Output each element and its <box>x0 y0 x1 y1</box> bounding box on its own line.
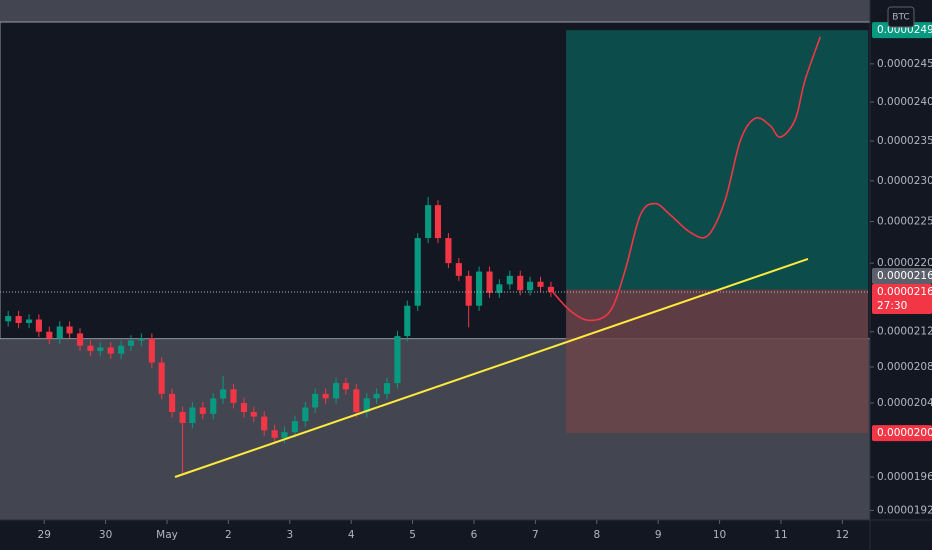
candle-body <box>476 271 483 306</box>
y-tick-label: 0.00001925 <box>877 504 932 516</box>
candle-body <box>169 393 176 413</box>
candle-body <box>199 407 206 414</box>
x-tick-label: 9 <box>655 529 662 541</box>
candle-body <box>353 389 360 413</box>
candle-body <box>445 238 452 264</box>
candle-body <box>5 316 12 322</box>
candle-body <box>158 362 165 394</box>
x-tick-label: 29 <box>38 529 51 541</box>
candle-body <box>148 338 155 363</box>
candle-body <box>404 305 411 337</box>
candle-body <box>127 340 135 346</box>
currency-box <box>887 6 915 28</box>
x-tick-label: 10 <box>713 529 726 541</box>
candle-body <box>189 407 196 424</box>
candle-body <box>281 432 288 438</box>
x-tick-label: May <box>156 529 178 541</box>
candle-body <box>547 286 555 292</box>
candle-body <box>342 383 349 390</box>
candle-body <box>455 263 462 276</box>
candle-body <box>383 383 391 394</box>
candle-body <box>35 319 42 332</box>
candle-body <box>230 389 237 403</box>
candle-body <box>434 205 442 239</box>
candle-body <box>363 398 370 413</box>
candle-body <box>240 402 248 413</box>
candle-body <box>312 393 319 408</box>
projection-line <box>550 36 822 322</box>
price-label-box <box>872 267 932 284</box>
candle-body <box>465 275 472 306</box>
candle-body <box>332 383 340 399</box>
candle-body <box>15 316 22 324</box>
candle-body <box>526 281 534 291</box>
candle-body <box>66 326 73 334</box>
candle-body <box>56 326 63 339</box>
candle-body <box>250 412 257 417</box>
loss-zone <box>566 289 869 434</box>
candle-body <box>425 205 432 239</box>
candle-body <box>322 393 329 399</box>
x-tick-label: 11 <box>774 529 787 541</box>
candle-body <box>517 275 524 291</box>
candle-body <box>291 421 298 433</box>
candle-body <box>302 407 309 422</box>
x-tick-label: 12 <box>836 529 849 541</box>
candle-body <box>373 393 380 399</box>
candle-body <box>210 398 217 414</box>
candle-body <box>537 281 544 287</box>
price-label: 0.00002166 <box>877 286 932 298</box>
x-tick-label: 4 <box>348 529 355 541</box>
candle-body <box>25 319 33 324</box>
candle-body <box>87 345 94 352</box>
candle-body <box>496 284 503 293</box>
candle-body <box>394 336 401 384</box>
candle-body <box>46 331 53 339</box>
price-label-box <box>872 283 932 314</box>
candle-body <box>107 347 114 354</box>
profit-zone <box>566 30 869 290</box>
time-axis <box>0 520 870 550</box>
candle-body <box>97 347 104 352</box>
x-tick-label: 5 <box>409 529 416 541</box>
trend-line <box>174 257 809 478</box>
price-label: 0.00002007 <box>877 427 932 439</box>
candle-body <box>138 338 145 341</box>
x-tick-label: 3 <box>286 529 293 541</box>
candle-body <box>271 430 278 438</box>
price-label: 0.00002169 <box>877 270 932 282</box>
candle-body <box>261 416 268 431</box>
candle-body <box>76 333 84 346</box>
x-tick-label: 30 <box>99 529 112 541</box>
candle-body <box>220 389 227 399</box>
candle-body <box>179 412 186 424</box>
countdown: 27:30 <box>877 300 907 312</box>
x-tick-label: 2 <box>225 529 232 541</box>
x-tick-label: 8 <box>593 529 600 541</box>
x-tick-label: 7 <box>532 529 539 541</box>
candle-body <box>414 238 421 306</box>
price-label-box <box>872 425 932 442</box>
price-label-box <box>872 22 932 39</box>
currency: BTC <box>892 13 909 23</box>
x-tick-label: 6 <box>471 529 478 541</box>
candle-body <box>118 345 125 354</box>
candle-body <box>506 275 513 285</box>
candle-body <box>486 271 493 293</box>
